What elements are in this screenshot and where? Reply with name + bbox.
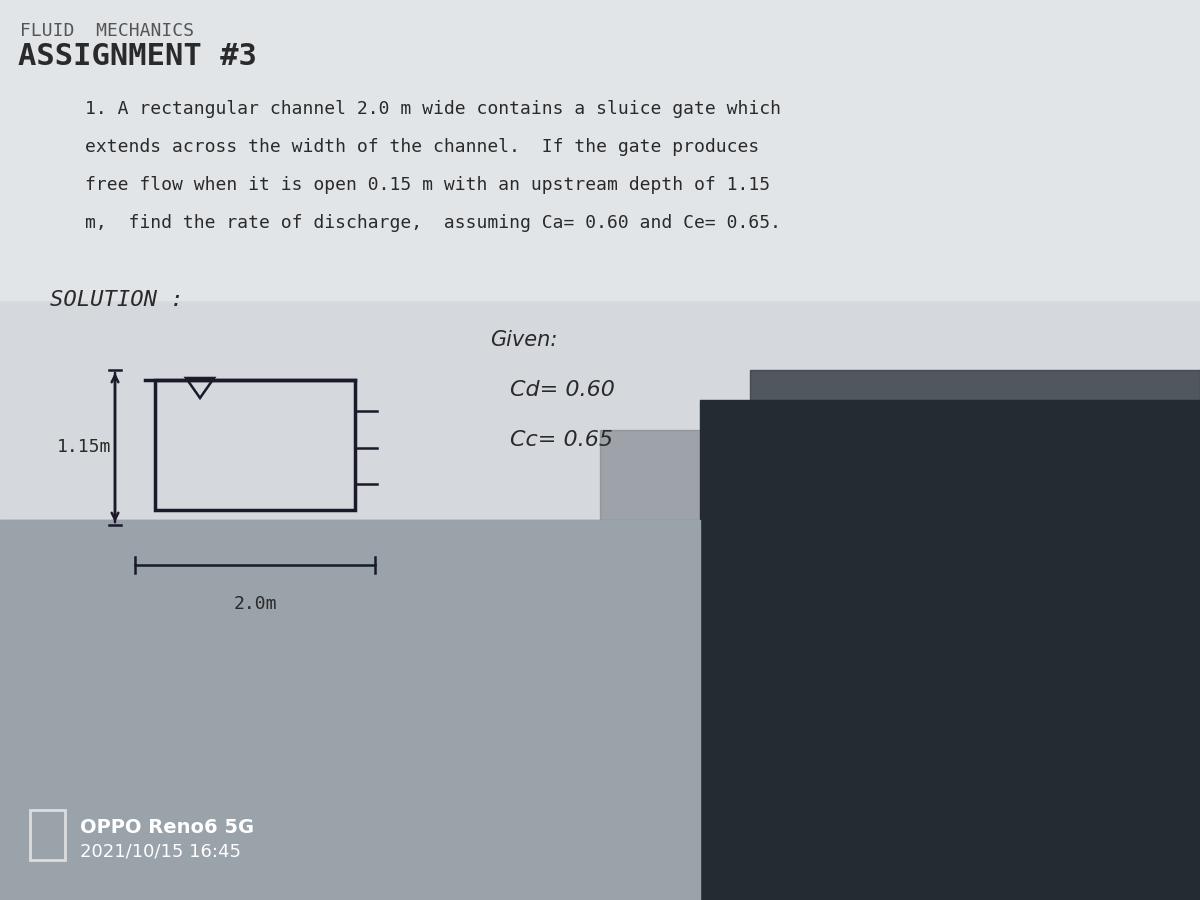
Text: 1.15m: 1.15m — [58, 438, 112, 456]
Text: OPPO Reno6 5G: OPPO Reno6 5G — [80, 818, 254, 837]
Text: Cc= 0.65: Cc= 0.65 — [510, 430, 613, 450]
Text: FLUID  MECHANICS: FLUID MECHANICS — [20, 22, 194, 40]
Bar — [0, 0, 1200, 300]
Bar — [700, 400, 1200, 900]
Bar — [0, 520, 1200, 900]
Bar — [0, 0, 1200, 510]
Text: 2021/10/15 16:45: 2021/10/15 16:45 — [80, 843, 241, 861]
Bar — [30, 810, 65, 860]
Bar — [155, 380, 355, 510]
Wedge shape — [636, 0, 1200, 550]
Bar — [600, 430, 800, 530]
Text: ASSIGNMENT #3: ASSIGNMENT #3 — [18, 42, 257, 71]
Bar — [750, 370, 1200, 530]
Text: SOLUTION :: SOLUTION : — [50, 290, 184, 310]
Text: Given:: Given: — [490, 330, 557, 350]
Text: Cd= 0.60: Cd= 0.60 — [510, 380, 614, 400]
Bar — [0, 480, 700, 900]
Bar — [680, 400, 1200, 900]
Text: extends across the width of the channel.  If the gate produces: extends across the width of the channel.… — [85, 138, 760, 156]
Bar — [0, 460, 700, 510]
Text: free flow when it is open 0.15 m with an upstream depth of 1.15: free flow when it is open 0.15 m with an… — [85, 176, 770, 194]
Text: m,  find the rate of discharge,  assuming Ca= 0.60 and Ce= 0.65.: m, find the rate of discharge, assuming … — [85, 214, 781, 232]
Text: 1. A rectangular channel 2.0 m wide contains a sluice gate which: 1. A rectangular channel 2.0 m wide cont… — [85, 100, 781, 118]
Bar — [0, 0, 1200, 530]
Text: 2.0m: 2.0m — [233, 595, 277, 613]
Bar — [0, 520, 700, 900]
